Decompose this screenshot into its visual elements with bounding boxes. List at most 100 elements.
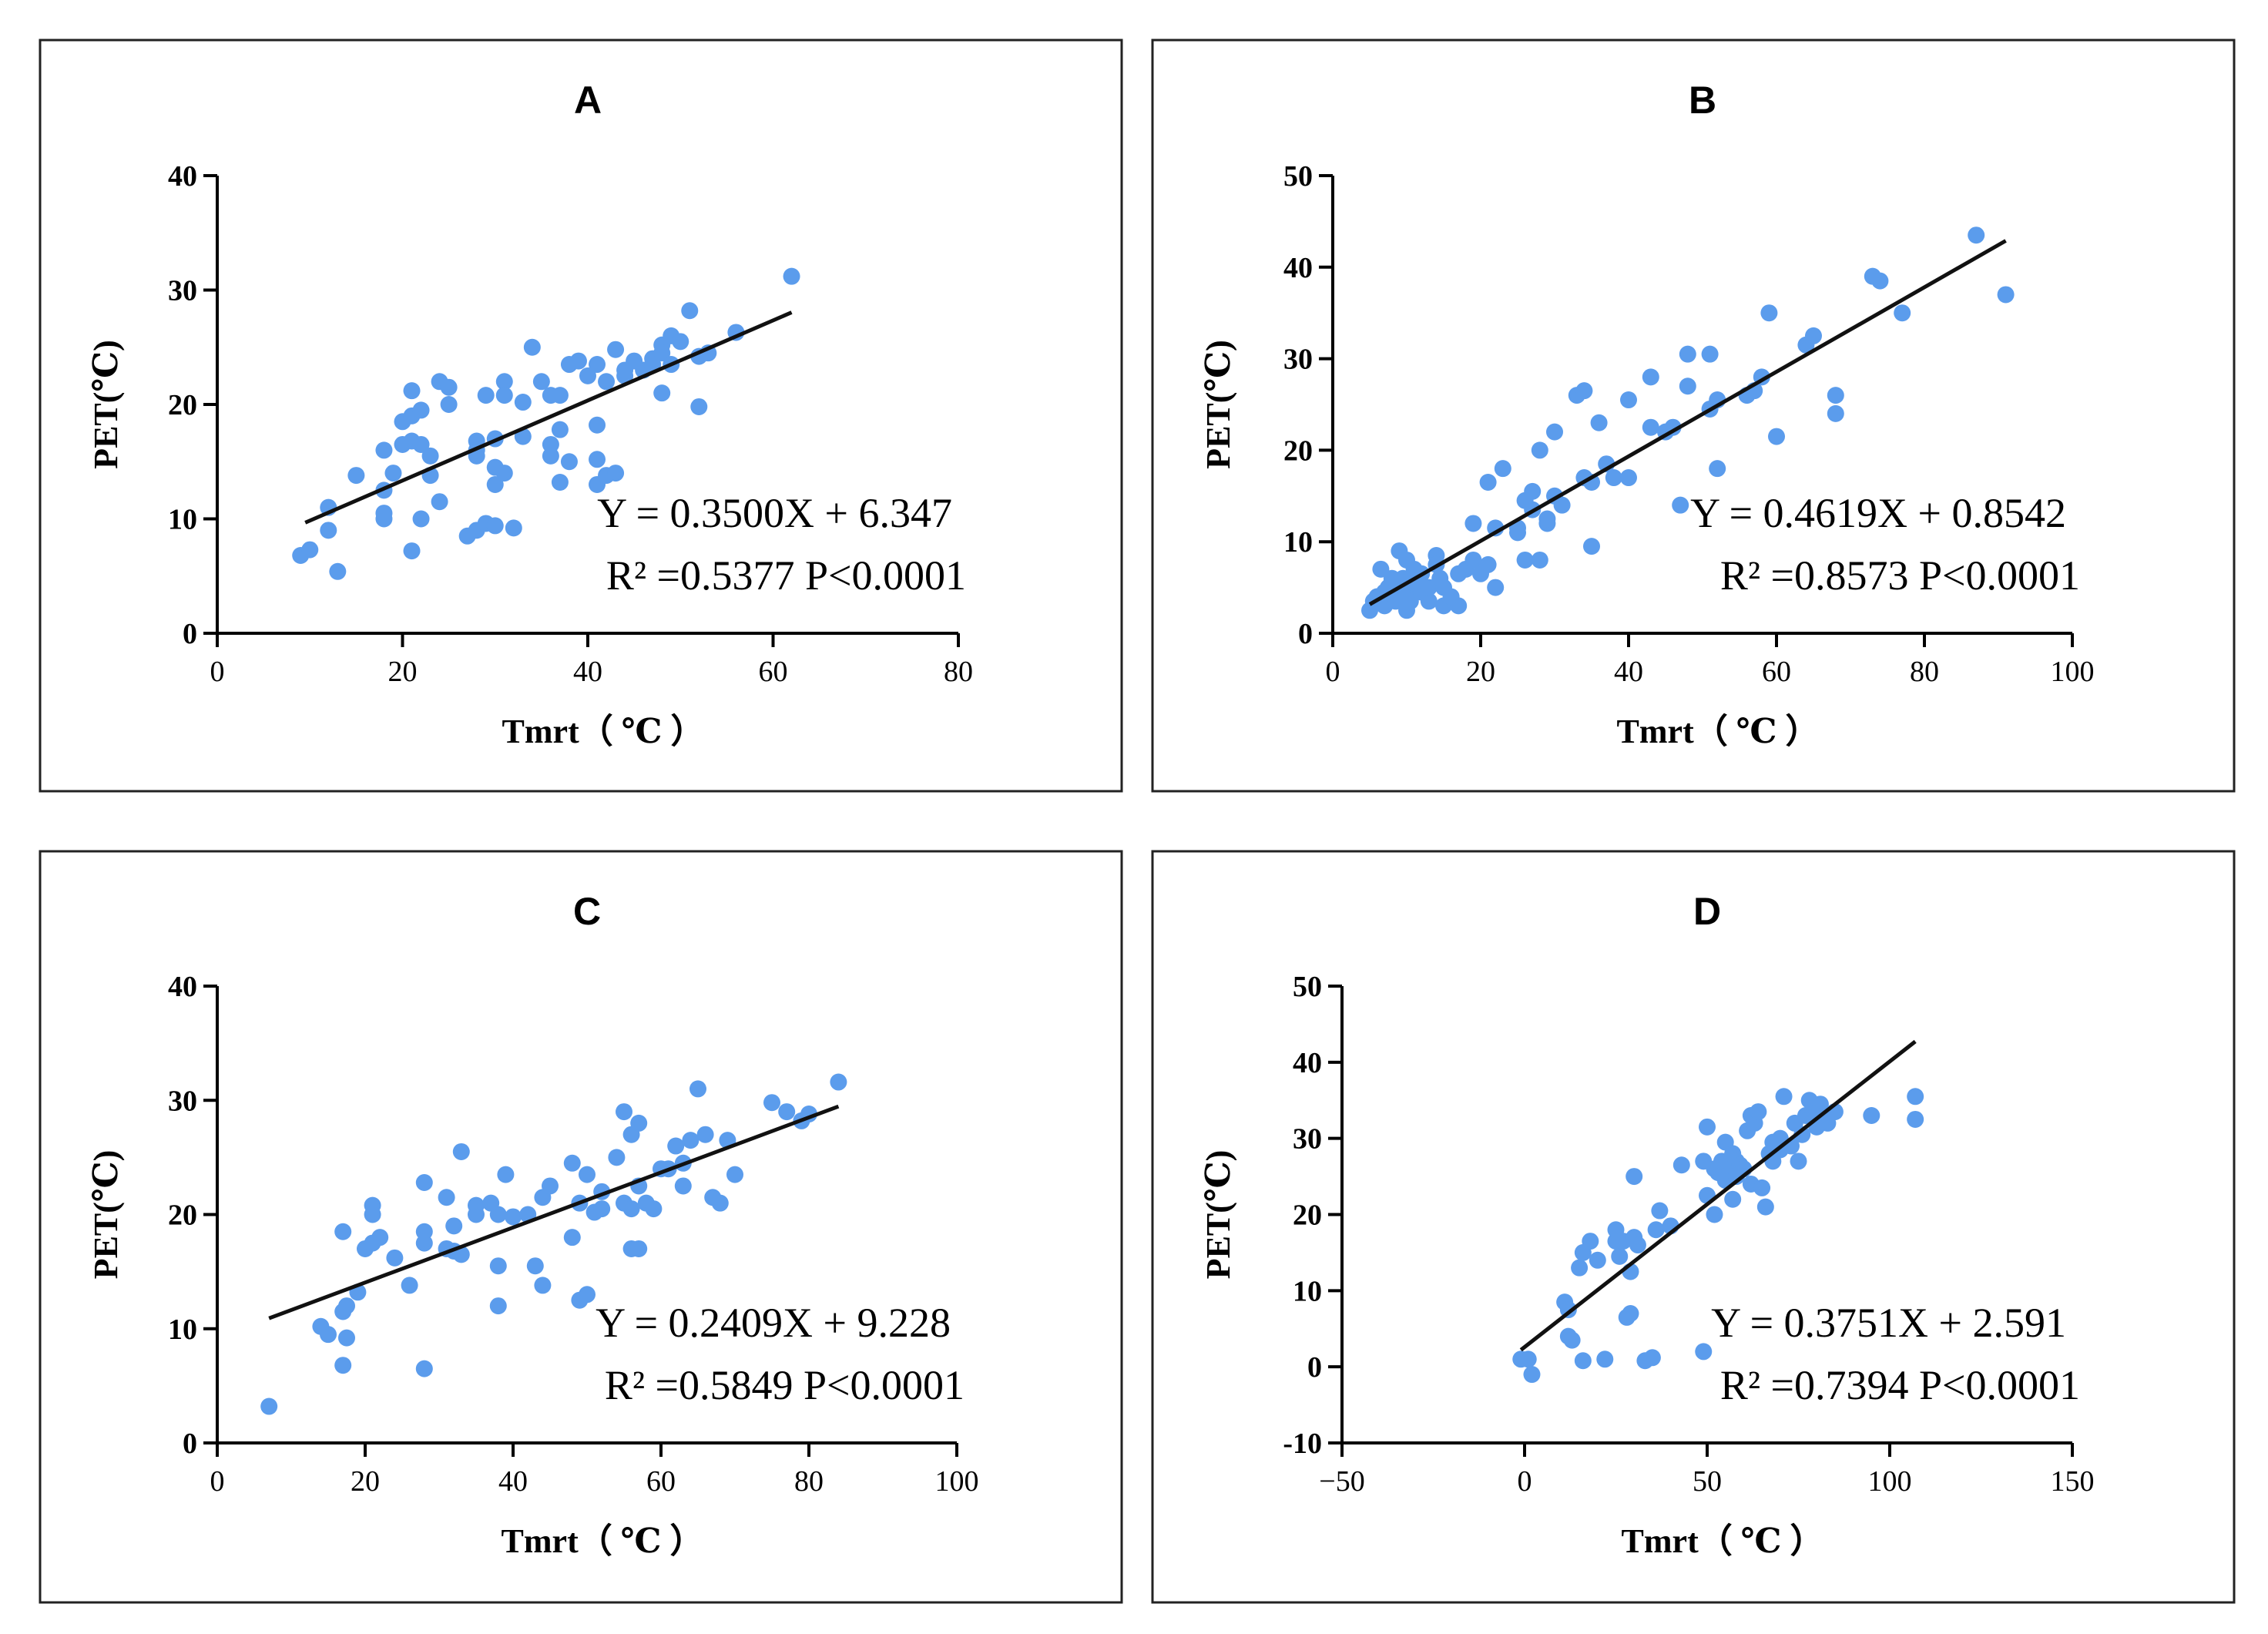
regression-line [1368,239,2007,606]
data-point [495,373,513,391]
data-point [1519,1350,1537,1368]
data-point [1701,345,1719,363]
data-point [495,387,513,404]
regression-stats: R² =0.5377 P<0.0001 [606,552,966,599]
data-point [301,541,319,559]
y-tick-label: 20 [168,1199,197,1232]
x-tick-label: 60 [1762,656,1791,688]
chart-panel-c: C 0 10 20 30 40 0 20 40 60 80 100 Tmrt（ ℃ ） PET(℃) Y =… [39,850,1123,1604]
data-point [607,465,625,482]
data-point [1464,515,1482,532]
data-point [1571,1259,1589,1277]
data-point [412,510,430,528]
data-point [1968,226,1985,244]
x-axis-label: Tmrt（ ℃ ） [1622,1522,1824,1560]
data-point [1538,510,1556,528]
data-point [1672,1156,1690,1174]
data-point [334,1357,352,1374]
data-point [653,344,671,362]
data-point [1768,428,1785,445]
data-point [622,1200,640,1218]
data-point [1827,404,1844,422]
x-tick-label: 100 [2051,656,2095,688]
data-point [589,416,606,434]
data-point [1596,1350,1614,1368]
data-point [589,356,606,374]
data-point [689,1080,706,1098]
x-tick-label: 20 [351,1465,380,1498]
data-point [445,1217,463,1235]
y-tick-label: 40 [1293,1047,1322,1079]
data-point [579,367,596,384]
data-point [551,387,569,404]
data-point [438,1189,455,1206]
data-point [260,1397,278,1415]
data-point [338,1329,355,1347]
data-point [1575,382,1593,400]
x-tick-label: 20 [1466,656,1495,688]
data-point [630,1114,648,1132]
data-point [667,1137,685,1155]
y-tick-label: 10 [168,504,197,536]
data-point [1583,538,1600,555]
data-point [569,352,587,370]
x-tick-label: 80 [944,656,973,688]
y-tick-label: 30 [168,1085,197,1117]
data-point [403,542,421,560]
regression-line [1519,1039,1917,1352]
data-point [1793,1126,1811,1143]
data-point [505,519,522,537]
data-point [589,451,606,468]
regression-stats: R² =0.8573 P<0.0001 [1720,552,2080,599]
data-point [1756,1198,1774,1216]
y-tick-label: 10 [1283,526,1313,559]
data-point [347,467,365,485]
data-point [421,447,439,465]
data-point [1997,286,2015,304]
data-point [1863,1107,1880,1125]
data-point [1760,304,1778,322]
data-point [1695,1343,1713,1361]
x-tick-label: 60 [646,1465,676,1498]
x-axis-label: Tmrt（ ℃ ） [502,1522,704,1560]
data-point [1420,592,1438,610]
data-point [672,333,689,351]
data-point [1582,1233,1599,1250]
y-tick-label: 0 [183,1428,197,1460]
data-point [1724,1190,1742,1208]
data-point [338,1297,355,1315]
data-point [1871,272,1889,290]
data-point [1622,1304,1639,1322]
panel-frame [1151,39,2236,793]
data-point [440,396,458,413]
y-tick-label: -10 [1283,1428,1322,1460]
chart-panel-d: D -10 0 10 20 30 40 50 −50 0 50 100 150 Tmrt（ ℃ ） PET(… [1151,850,2236,1604]
data-point [371,1229,389,1246]
data-point [1589,1251,1606,1269]
data-point [542,447,559,465]
y-tick-label: 10 [1293,1275,1322,1307]
y-tick-label: 40 [168,971,197,1003]
regression-equation: Y = 0.2409X + 9.228 [596,1300,951,1346]
x-axis-label: Tmrt（ ℃ ） [502,713,705,750]
regression-equation: Y = 0.3751X + 2.591 [1711,1300,2066,1346]
x-tick-label: 60 [759,656,788,688]
data-point [1805,327,1822,344]
x-tick-label: 40 [573,656,602,688]
data-point [682,1132,700,1149]
panel-title: A [574,79,602,122]
data-point [401,1277,418,1294]
data-point [608,1149,626,1166]
x-tick-label: 80 [794,1465,824,1498]
regression-stats: R² =0.7394 P<0.0001 [1720,1362,2080,1408]
y-tick-label: 0 [183,618,197,650]
data-point [1546,423,1563,441]
data-point [1479,473,1497,491]
data-point [486,517,504,535]
x-tick-label: 0 [210,1465,225,1498]
x-tick-label: 50 [1693,1465,1722,1498]
x-tick-label: 40 [498,1465,528,1498]
regression-equation: Y = 0.3500X + 6.347 [597,490,952,536]
data-point [412,435,430,453]
data-point [563,1154,581,1172]
